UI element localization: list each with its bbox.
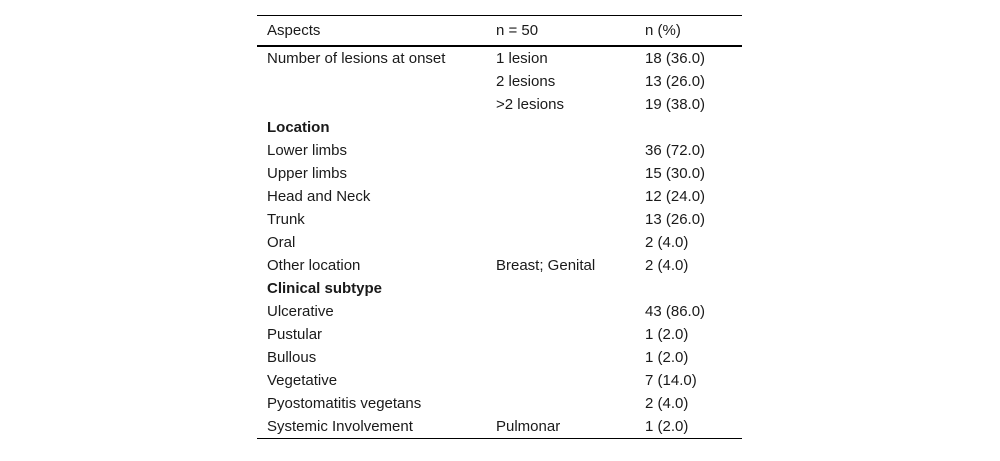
table-row: >2 lesions 19 (38.0) bbox=[257, 93, 742, 116]
cell-value: 2 (4.0) bbox=[645, 257, 689, 274]
table-row: Systemic Involvement Pulmonar 1 (2.0) bbox=[257, 415, 742, 439]
cell-detail bbox=[496, 323, 645, 346]
cell-value: 1 (2.0) bbox=[645, 418, 689, 435]
paper-table-region: Aspects n = 50 n (%) Number of lesions a… bbox=[257, 15, 742, 439]
cell-detail bbox=[496, 162, 645, 185]
table-body: Number of lesions at onset 1 lesion 18 (36… bbox=[257, 46, 742, 439]
cell-value: 1 (2.0) bbox=[645, 326, 689, 343]
column-header-aspects: Aspects bbox=[257, 15, 496, 47]
cell-detail bbox=[496, 277, 645, 300]
table-row: Bullous 1 (2.0) bbox=[257, 346, 742, 369]
cell-detail bbox=[496, 208, 645, 231]
cell-aspect: Head and Neck bbox=[267, 188, 371, 205]
cell-value: 15 (30.0) bbox=[645, 165, 706, 182]
cell-aspect: Bullous bbox=[267, 349, 317, 366]
cell-aspect: Trunk bbox=[267, 211, 305, 228]
table-row: Pustular 1 (2.0) bbox=[257, 323, 742, 346]
cell-detail bbox=[496, 139, 645, 162]
cell-value bbox=[645, 277, 742, 300]
cell-detail bbox=[496, 231, 645, 254]
cell-aspect: Upper limbs bbox=[267, 165, 348, 182]
section-row: Clinical subtype bbox=[257, 277, 742, 300]
section-row: Location bbox=[257, 116, 742, 139]
cell-detail bbox=[496, 116, 645, 139]
cell-detail: >2 lesions bbox=[496, 96, 564, 113]
column-header-n-percent: n (%) bbox=[645, 15, 742, 47]
cell-value: 18 (36.0) bbox=[645, 50, 706, 67]
table-row: Number of lesions at onset 1 lesion 18 (36… bbox=[257, 46, 742, 70]
cell-aspect: Ulcerative bbox=[267, 303, 334, 320]
cell-aspect: Location bbox=[267, 119, 330, 136]
cell-aspect: Vegetative bbox=[267, 372, 338, 389]
table-row: Head and Neck 12 (24.0) bbox=[257, 185, 742, 208]
header-row: Aspects n = 50 n (%) bbox=[257, 15, 742, 47]
cell-aspect bbox=[257, 70, 496, 93]
table-row: Other location Breast; Genital 2 (4.0) bbox=[257, 254, 742, 277]
table-row: Pyostomatitis vegetans 2 (4.0) bbox=[257, 392, 742, 415]
cell-value: 43 (86.0) bbox=[645, 303, 706, 320]
cell-value: 13 (26.0) bbox=[645, 211, 706, 228]
cell-value: 1 (2.0) bbox=[645, 349, 689, 366]
table-row: Lower limbs 36 (72.0) bbox=[257, 139, 742, 162]
cell-value: 2 (4.0) bbox=[645, 395, 689, 412]
cell-value: 19 (38.0) bbox=[645, 96, 706, 113]
cell-aspect bbox=[257, 93, 496, 116]
table-row: 2 lesions 13 (26.0) bbox=[257, 70, 742, 93]
cell-detail: Breast; Genital bbox=[496, 257, 596, 274]
cell-aspect: Lower limbs bbox=[267, 142, 348, 159]
cell-detail bbox=[496, 346, 645, 369]
cell-detail bbox=[496, 369, 645, 392]
cell-value: 36 (72.0) bbox=[645, 142, 706, 159]
table-row: Vegetative 7 (14.0) bbox=[257, 369, 742, 392]
cell-detail: 2 lesions bbox=[496, 73, 556, 90]
cell-aspect: Pyostomatitis vegetans bbox=[267, 395, 422, 412]
column-header-n50: n = 50 bbox=[496, 15, 645, 47]
cell-detail: 1 lesion bbox=[496, 50, 548, 67]
cell-value: 13 (26.0) bbox=[645, 73, 706, 90]
cell-detail bbox=[496, 185, 645, 208]
cell-value: 2 (4.0) bbox=[645, 234, 689, 251]
table-row: Upper limbs 15 (30.0) bbox=[257, 162, 742, 185]
cell-aspect: Other location bbox=[267, 257, 361, 274]
cell-value: 7 (14.0) bbox=[645, 372, 697, 389]
cell-aspect: Number of lesions at onset bbox=[267, 50, 446, 67]
cell-value: 12 (24.0) bbox=[645, 188, 706, 205]
table-row: Trunk 13 (26.0) bbox=[257, 208, 742, 231]
cell-aspect: Pustular bbox=[267, 326, 323, 343]
cell-detail bbox=[496, 392, 645, 415]
cell-value bbox=[645, 116, 742, 139]
cell-detail: Pulmonar bbox=[496, 418, 561, 435]
cell-aspect: Clinical subtype bbox=[267, 280, 383, 297]
cell-detail bbox=[496, 300, 645, 323]
table-row: Ulcerative 43 (86.0) bbox=[257, 300, 742, 323]
clinical-aspects-table: Aspects n = 50 n (%) Number of lesions a… bbox=[257, 15, 742, 439]
cell-aspect: Oral bbox=[267, 234, 296, 251]
cell-aspect: Systemic Involvement bbox=[267, 418, 413, 435]
table-row: Oral 2 (4.0) bbox=[257, 231, 742, 254]
